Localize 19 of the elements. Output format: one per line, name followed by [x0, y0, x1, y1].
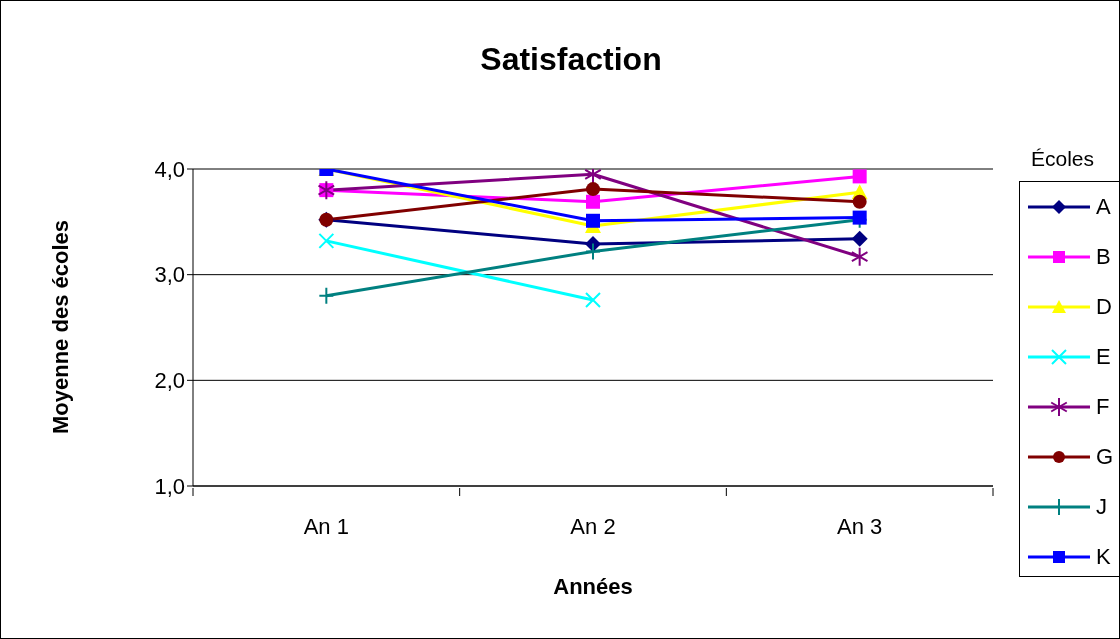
chart-title: Satisfaction [479, 41, 663, 78]
x-tick-label: An 3 [837, 514, 883, 539]
legend-label: D [1096, 294, 1112, 320]
y-tick-label: 1,0 [154, 473, 185, 499]
x-tick-label: An 2 [570, 514, 616, 539]
legend-label: K [1096, 544, 1111, 570]
legend-label: A [1096, 194, 1111, 220]
legend-title: Écoles [1031, 147, 1095, 171]
legend-label: B [1096, 244, 1111, 270]
legend-label: J [1096, 494, 1107, 520]
legend-label: G [1096, 444, 1114, 470]
x-axis-title: Années [552, 574, 634, 600]
legend-label: F [1096, 394, 1110, 420]
y-tick-label: 2,0 [154, 368, 185, 394]
y-tick-label: 4,0 [154, 156, 185, 182]
y-axis-title: Moyenne des écoles [48, 220, 74, 434]
x-tick-label: An 1 [303, 514, 349, 539]
legend-label: E [1096, 344, 1111, 370]
y-tick-label: 3,0 [154, 262, 185, 288]
